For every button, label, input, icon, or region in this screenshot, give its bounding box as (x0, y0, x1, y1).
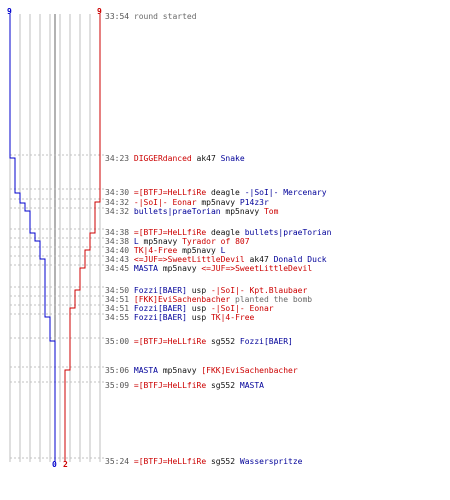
event-row: 34:51 [FKK]EviSachenbacher planted the b… (105, 295, 312, 304)
event-text: mp5navy (138, 237, 183, 246)
event-time: 34:23 (105, 154, 134, 163)
event-row: 34:50 Fozzi[BAER] usp -|SoI|- Kpt.Blauba… (105, 286, 307, 295)
event-row: 34:45 MASTA mp5navy <=JUF=>SweetLittleDe… (105, 264, 312, 273)
event-text: mp5navy (158, 264, 202, 273)
event-row: 34:30 =[BTFJ=HeLLfiRe deagle -|SoI|- Mer… (105, 188, 327, 197)
event-time: 34:51 (105, 295, 134, 304)
event-text: ak47 (191, 154, 221, 163)
event-text: mp5navy (158, 366, 202, 375)
event-row: 33:54 round started (105, 12, 197, 21)
event-time: 33:54 (105, 12, 134, 21)
event-row: 34:38 =[BTFJ=HeLLfiRe deagle bullets|pra… (105, 228, 331, 237)
event-time: 35:24 (105, 457, 134, 466)
event-text: Tom (263, 207, 279, 216)
blue-end-count: 0 (52, 460, 57, 469)
event-time: 34:38 (105, 237, 134, 246)
event-row: 34:32 bullets|praeTorian mp5navy Tom (105, 207, 278, 216)
event-text: Tyrador of 807 (182, 237, 250, 246)
event-row: 35:00 =[BTFJ=HeLLfiRe sg552 Fozzi[BAER] (105, 337, 293, 346)
event-time: 35:00 (105, 337, 134, 346)
event-row: 34:43 <=JUF=>SweetLittleDevil ak47 Donal… (105, 255, 327, 264)
event-time: 34:32 (105, 198, 134, 207)
event-text: sg552 (206, 457, 240, 466)
event-row: 34:40 TK|4-Free mp5navy L (105, 246, 225, 255)
event-text: deagle (206, 188, 245, 197)
event-text: DIGGERdanced (133, 154, 192, 163)
event-time: 34:30 (105, 188, 134, 197)
event-text: MASTA (133, 264, 158, 273)
event-row: 34:38 L mp5navy Tyrador of 807 (105, 237, 250, 246)
alive-chart (9, 14, 104, 462)
event-text: =[BTFJ=HeLLfiRe (133, 188, 207, 197)
event-text: =[BTFJ=HeLLfiRe (133, 337, 207, 346)
blue-start-count: 9 (7, 7, 12, 16)
event-text: mp5navy (220, 207, 264, 216)
event-text: deagle (206, 228, 245, 237)
event-text: <=JUF=>SweetLittleDevil (133, 255, 245, 264)
event-text: Donald Duck (273, 255, 327, 264)
event-time: 34:38 (105, 228, 134, 237)
event-text: sg552 (206, 381, 240, 390)
event-time: 34:40 (105, 246, 134, 255)
event-text: ak47 (244, 255, 274, 264)
blue-team-alive-line (9, 14, 56, 462)
event-text: usp (186, 313, 211, 322)
event-text: mp5navy (177, 246, 221, 255)
event-row: 34:23 DIGGERdanced ak47 Snake (105, 154, 245, 163)
event-time: 34:51 (105, 304, 134, 313)
event-text: Fozzi[BAER] (239, 337, 293, 346)
event-text: -|SoI|- Mercenary (244, 188, 327, 197)
event-text: =[BTFJ=HeLLfiRe (133, 381, 207, 390)
event-text: usp (186, 304, 211, 313)
event-text: planted the bomb (230, 295, 313, 304)
event-row: 34:32 -|SoI|- Eonar mp5navy P14z3r (105, 198, 269, 207)
event-text: bullets|praeTorian (244, 228, 332, 237)
red-start-count: 9 (97, 7, 102, 16)
event-text: =[BTFJ=HeLLfiRe (133, 457, 207, 466)
event-text: L (133, 237, 139, 246)
event-text: round started (133, 12, 197, 21)
event-row: 34:55 Fozzi[BAER] usp TK|4-Free (105, 313, 254, 322)
event-text: bullets|praeTorian (133, 207, 221, 216)
event-text: Fozzi[BAER] (133, 304, 187, 313)
event-text: [FKK]EviSachenbacher (201, 366, 298, 375)
event-time: 35:09 (105, 381, 134, 390)
event-text: mp5navy (196, 198, 240, 207)
event-row: 35:24 =[BTFJ=HeLLfiRe sg552 Wasserspritz… (105, 457, 303, 466)
event-text: TK|4-Free (210, 313, 255, 322)
event-row: 35:09 =[BTFJ=HeLLfiRe sg552 MASTA (105, 381, 264, 390)
event-text: Wasserspritze (239, 457, 303, 466)
event-text: -|SoI|- Eonar (210, 304, 274, 313)
event-text: Fozzi[BAER] (133, 313, 187, 322)
event-time: 34:32 (105, 207, 134, 216)
event-text: Snake (220, 154, 245, 163)
event-text: L (220, 246, 226, 255)
event-text: <=JUF=>SweetLittleDevil (201, 264, 313, 273)
event-row: 34:51 Fozzi[BAER] usp -|SoI|- Eonar (105, 304, 274, 313)
event-time: 35:06 (105, 366, 134, 375)
event-text: Fozzi[BAER] (133, 286, 187, 295)
event-text: sg552 (206, 337, 240, 346)
event-text: -|SoI|- Eonar (133, 198, 197, 207)
event-text: usp (186, 286, 211, 295)
red-end-count: 2 (63, 460, 68, 469)
event-time: 34:45 (105, 264, 134, 273)
event-text: =[BTFJ=HeLLfiRe (133, 228, 207, 237)
event-text: [FKK]EviSachenbacher (133, 295, 231, 304)
event-row: 35:06 MASTA mp5navy [FKK]EviSachenbacher (105, 366, 298, 375)
red-team-alive-line (64, 14, 101, 462)
event-time: 34:50 (105, 286, 134, 295)
event-text: TK|4-Free (133, 246, 178, 255)
event-text: MASTA (239, 381, 264, 390)
event-text: MASTA (133, 366, 158, 375)
event-text: P14z3r (239, 198, 269, 207)
event-time: 34:43 (105, 255, 134, 264)
event-text: -|SoI|- Kpt.Blaubaer (210, 286, 308, 295)
event-time: 34:55 (105, 313, 134, 322)
